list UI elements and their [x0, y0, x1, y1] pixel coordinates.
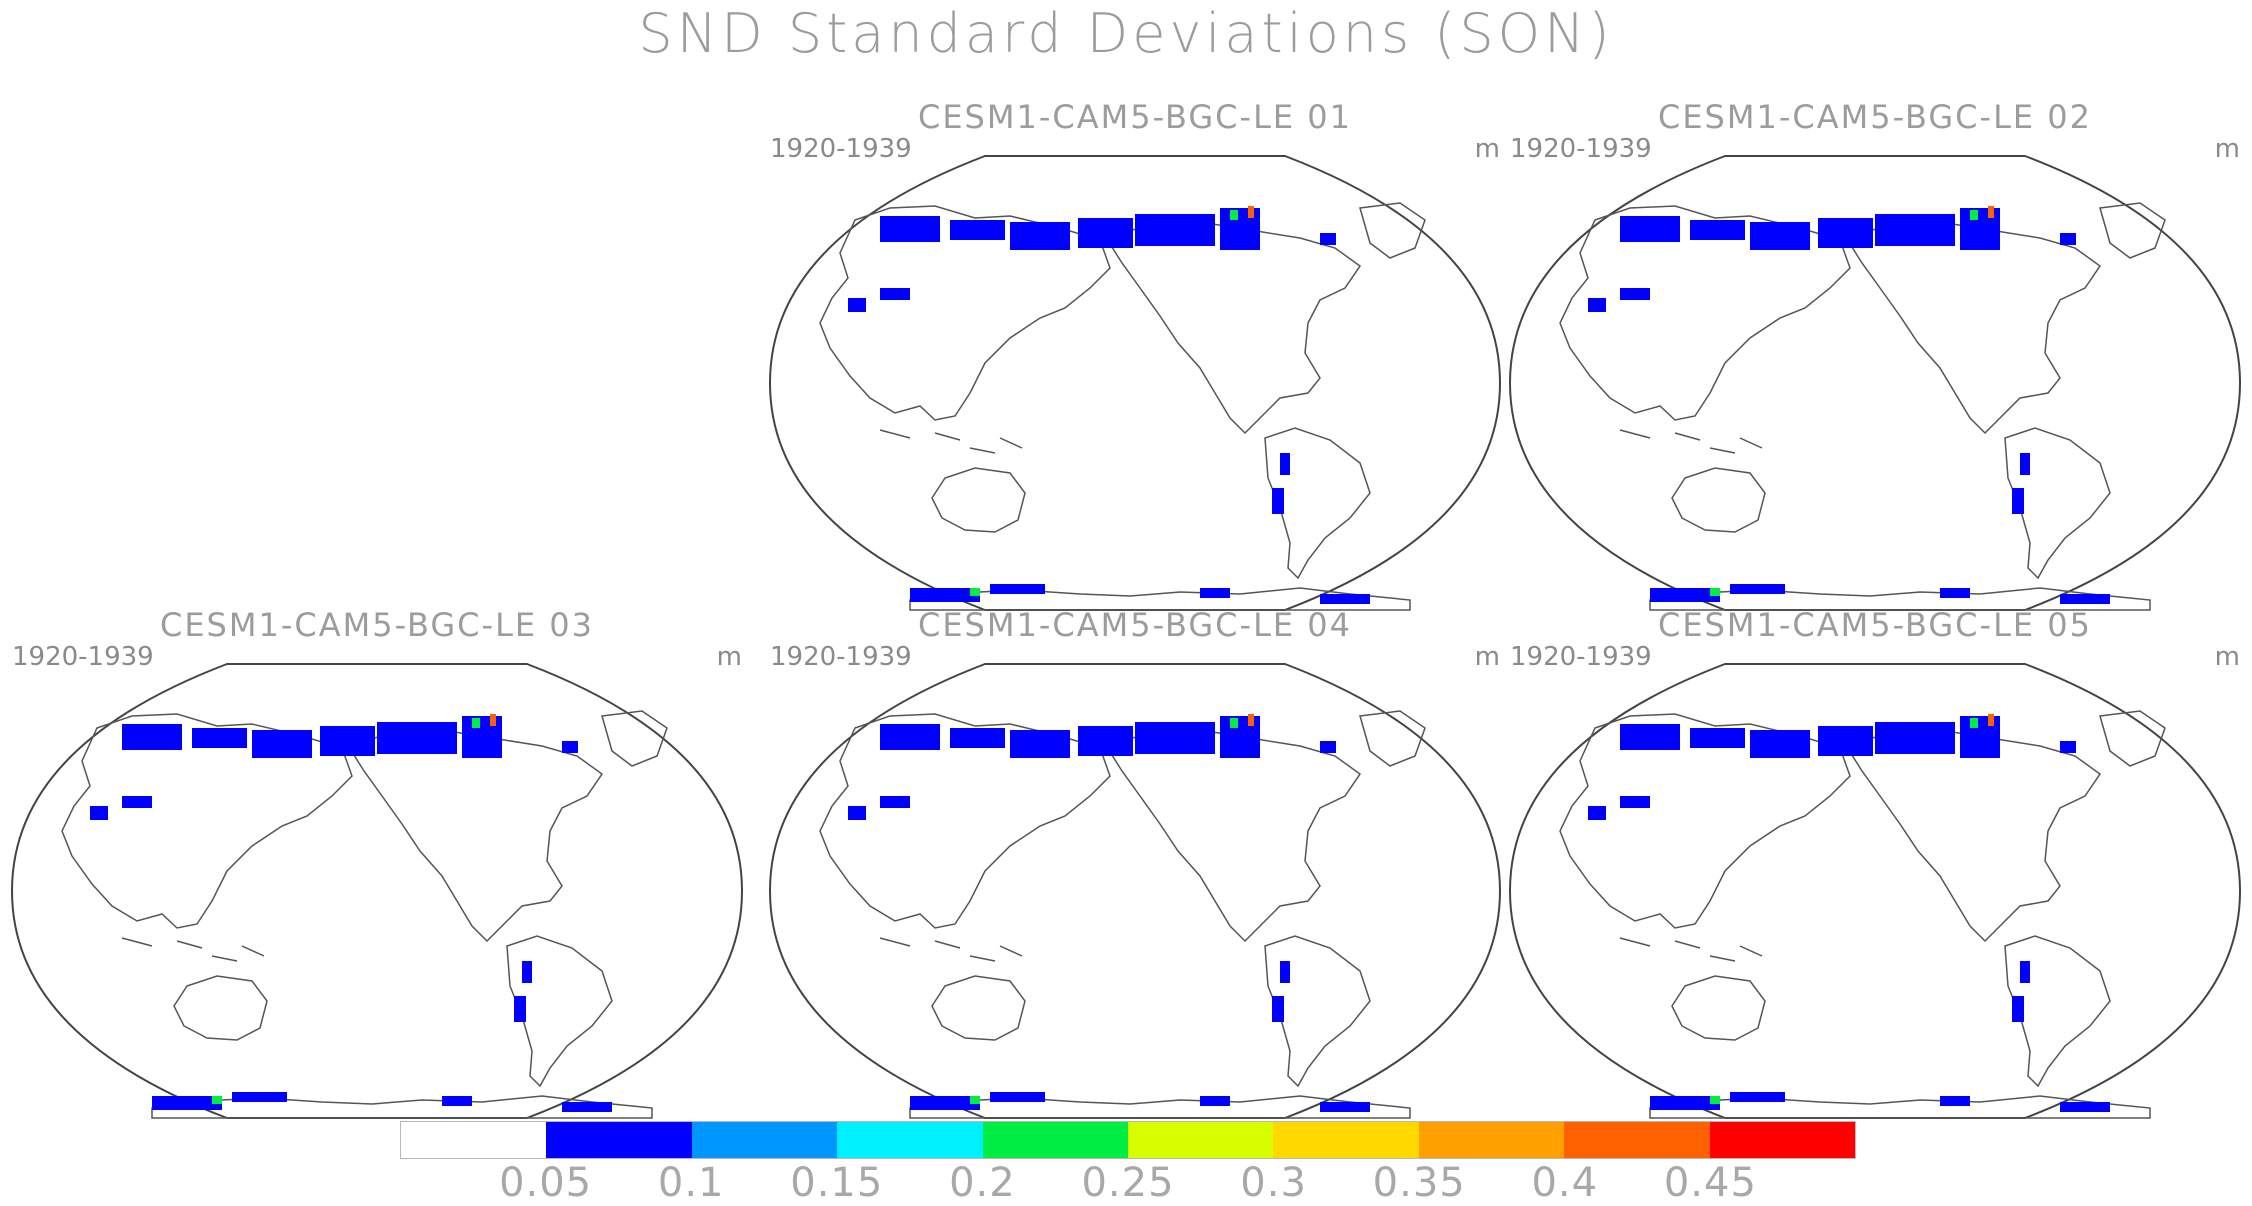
asia-coastline [819, 713, 1111, 929]
australia-coastline [1671, 975, 1766, 1041]
colorbar-tick-label: 0.25 [1081, 1160, 1175, 1206]
australia-coastline [931, 975, 1026, 1041]
map [768, 155, 1502, 611]
asia-coastline [61, 713, 353, 929]
north-america-coastline [1843, 729, 2102, 943]
colorbar-tick-label: 0.15 [790, 1160, 884, 1206]
snow-variability-field [848, 208, 1370, 604]
snow-variability-field [848, 716, 1370, 1112]
colorbar-tick-label: 0.2 [949, 1160, 1016, 1206]
greenland-coastline [601, 710, 668, 767]
snow-variability-peak [490, 714, 496, 726]
snow-variability-high [970, 718, 1238, 1104]
snow-variability-peak [1988, 206, 1994, 218]
colorbar-swatch [401, 1122, 547, 1158]
greenland-coastline [2099, 710, 2166, 767]
greenland-coastline [1359, 202, 1426, 259]
north-america-coastline [1103, 729, 1362, 943]
colorbar-tick-label: 0.4 [1531, 1160, 1599, 1206]
colorbar-swatch [1273, 1122, 1419, 1158]
colorbar-tick-label: 0.35 [1372, 1160, 1466, 1206]
panel-title: CESM1-CAM5-BGC-LE 05 [1657, 606, 2092, 644]
snow-variability-field [1588, 208, 2110, 604]
panel-01: CESM1-CAM5-BGC-LE 01 1920-1939 m [760, 98, 1510, 618]
snow-variability-peak [1248, 714, 1254, 726]
snow-variability-high [1710, 718, 1978, 1104]
panel-title: CESM1-CAM5-BGC-LE 02 [1657, 98, 2092, 136]
colorbar-labels: 0.05 0.1 0.15 0.2 0.25 0.3 0.35 0.4 0.45 [0, 1160, 2252, 1206]
map [10, 663, 744, 1119]
asia-coastline [1559, 205, 1851, 421]
colorbar-swatch [982, 1122, 1129, 1158]
panel-unit: m [2214, 642, 2240, 672]
panel-years: 1920-1939 [12, 642, 154, 672]
asia-coastline [1559, 713, 1851, 929]
panel-unit: m [2214, 134, 2240, 164]
panel-title: CESM1-CAM5-BGC-LE 03 [159, 606, 594, 644]
islands-coastline [1619, 429, 1763, 454]
islands-coastline [879, 429, 1023, 454]
panel-years: 1920-1939 [1510, 642, 1652, 672]
greenland-coastline [1359, 710, 1426, 767]
panel-02: CESM1-CAM5-BGC-LE 02 1920-1939 m [1500, 98, 2250, 618]
colorbar-swatch [837, 1122, 983, 1158]
islands-coastline [121, 937, 265, 962]
north-america-coastline [345, 729, 604, 943]
colorbar [400, 1121, 1856, 1159]
panel-title: CESM1-CAM5-BGC-LE 01 [917, 98, 1352, 136]
panel-years: 1920-1939 [1510, 134, 1652, 164]
map [768, 663, 1502, 1119]
map [1508, 155, 2242, 611]
snow-variability-peak [1248, 206, 1254, 218]
map [1508, 663, 2242, 1119]
snow-variability-field [90, 716, 612, 1112]
figure-title: SND Standard Deviations (SON) [638, 2, 1614, 65]
australia-coastline [173, 975, 268, 1041]
colorbar-tick-label: 0.3 [1240, 1160, 1307, 1206]
panel-03: CESM1-CAM5-BGC-LE 03 1920-1939 m [2, 606, 752, 1126]
islands-coastline [879, 937, 1023, 962]
colorbar-swatch [546, 1122, 692, 1158]
colorbar-swatch [1709, 1122, 1856, 1158]
asia-coastline [819, 205, 1111, 421]
north-america-coastline [1103, 221, 1362, 435]
colorbar-swatch [1128, 1122, 1274, 1158]
islands-coastline [1619, 937, 1763, 962]
colorbar-tick-label: 0.1 [657, 1160, 725, 1206]
australia-coastline [1671, 467, 1766, 533]
panel-years: 1920-1939 [770, 642, 912, 672]
panel-unit: m [1474, 642, 1500, 672]
snow-variability-high [970, 210, 1238, 596]
panel-04: CESM1-CAM5-BGC-LE 04 1920-1939 m [760, 606, 1510, 1126]
panel-unit: m [1474, 134, 1500, 164]
snow-variability-field [1588, 716, 2110, 1112]
snow-variability-high [1710, 210, 1978, 596]
panel-05: CESM1-CAM5-BGC-LE 05 1920-1939 m [1500, 606, 2250, 1126]
colorbar-swatch [691, 1122, 838, 1158]
colorbar-swatch [1564, 1122, 1710, 1158]
panel-unit: m [716, 642, 742, 672]
north-america-coastline [1843, 221, 2102, 435]
greenland-coastline [2099, 202, 2166, 259]
colorbar-tick-label: 0.45 [1663, 1160, 1757, 1206]
australia-coastline [931, 467, 1026, 533]
panel-years: 1920-1939 [770, 134, 912, 164]
colorbar-tick-label: 0.05 [499, 1160, 593, 1206]
panel-title: CESM1-CAM5-BGC-LE 04 [917, 606, 1352, 644]
snow-variability-peak [1988, 714, 1994, 726]
snow-variability-high [212, 718, 480, 1104]
colorbar-swatch [1418, 1122, 1565, 1158]
